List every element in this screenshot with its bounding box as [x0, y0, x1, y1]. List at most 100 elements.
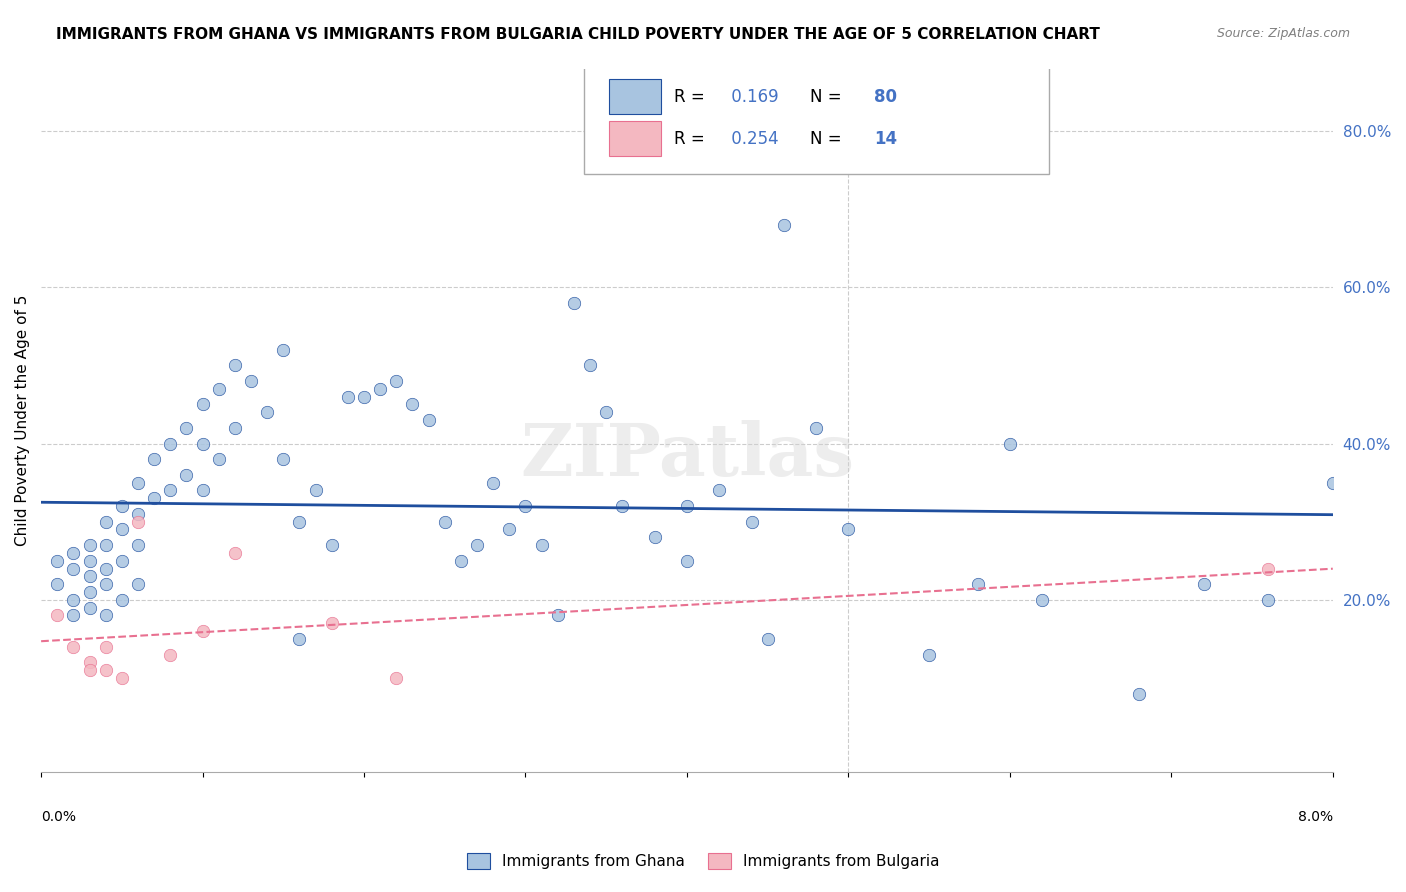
Text: N =: N =: [810, 87, 846, 105]
Point: [62, 640, 84, 654]
Point: [385, 374, 408, 388]
Point: [304, 483, 326, 498]
Point: [741, 515, 763, 529]
Point: [1128, 687, 1150, 701]
Point: [562, 296, 585, 310]
Text: 0.254: 0.254: [725, 130, 779, 148]
Point: [385, 671, 408, 685]
FancyBboxPatch shape: [609, 121, 661, 156]
Point: [94, 640, 117, 654]
Point: [271, 343, 294, 357]
Text: R =: R =: [673, 130, 710, 148]
Y-axis label: Child Poverty Under the Age of 5: Child Poverty Under the Age of 5: [15, 294, 30, 546]
Point: [288, 515, 311, 529]
Text: 14: 14: [875, 130, 897, 148]
Point: [191, 483, 214, 498]
Point: [127, 577, 149, 591]
Point: [224, 359, 246, 373]
Text: 0.0%: 0.0%: [41, 810, 76, 824]
Point: [46, 608, 69, 623]
Point: [79, 538, 101, 552]
Point: [79, 663, 101, 677]
Point: [79, 554, 101, 568]
Point: [224, 546, 246, 560]
Point: [224, 421, 246, 435]
Point: [450, 554, 472, 568]
Point: [79, 656, 101, 670]
Text: ZIPatlas: ZIPatlas: [520, 420, 853, 491]
Point: [111, 499, 134, 513]
Point: [530, 538, 553, 552]
Text: R =: R =: [673, 87, 710, 105]
Point: [62, 561, 84, 575]
Text: Source: ZipAtlas.com: Source: ZipAtlas.com: [1216, 27, 1350, 40]
Point: [176, 421, 198, 435]
Point: [46, 577, 69, 591]
Legend: Immigrants from Ghana, Immigrants from Bulgaria: Immigrants from Ghana, Immigrants from B…: [461, 847, 945, 875]
Point: [465, 538, 488, 552]
Point: [676, 499, 699, 513]
Point: [191, 624, 214, 638]
Point: [271, 452, 294, 467]
Point: [676, 554, 699, 568]
Point: [256, 405, 278, 419]
Point: [321, 616, 343, 631]
Text: 80: 80: [875, 87, 897, 105]
Point: [644, 530, 666, 544]
Point: [579, 359, 602, 373]
Text: 0.169: 0.169: [725, 87, 779, 105]
Point: [966, 577, 988, 591]
Point: [143, 491, 166, 506]
Point: [79, 600, 101, 615]
Point: [998, 436, 1021, 450]
Point: [498, 523, 520, 537]
Point: [143, 452, 166, 467]
Point: [159, 648, 181, 662]
Point: [62, 592, 84, 607]
Text: IMMIGRANTS FROM GHANA VS IMMIGRANTS FROM BULGARIA CHILD POVERTY UNDER THE AGE OF: IMMIGRANTS FROM GHANA VS IMMIGRANTS FROM…: [56, 27, 1099, 42]
Point: [756, 632, 779, 646]
Point: [94, 561, 117, 575]
Point: [1031, 592, 1053, 607]
Point: [62, 546, 84, 560]
Point: [191, 436, 214, 450]
Point: [127, 515, 149, 529]
Text: N =: N =: [810, 130, 846, 148]
Point: [176, 467, 198, 482]
Point: [159, 483, 181, 498]
Point: [111, 592, 134, 607]
Point: [1192, 577, 1215, 591]
Point: [804, 421, 827, 435]
Point: [321, 538, 343, 552]
Point: [288, 632, 311, 646]
Point: [418, 413, 440, 427]
Point: [191, 397, 214, 411]
Point: [111, 523, 134, 537]
Point: [94, 577, 117, 591]
Point: [127, 507, 149, 521]
Point: [433, 515, 456, 529]
Point: [159, 436, 181, 450]
Point: [918, 648, 941, 662]
Point: [79, 569, 101, 583]
Point: [336, 390, 359, 404]
Point: [482, 475, 505, 490]
Point: [837, 523, 859, 537]
Point: [94, 515, 117, 529]
Point: [401, 397, 423, 411]
Point: [1257, 592, 1279, 607]
Point: [547, 608, 569, 623]
Point: [1257, 561, 1279, 575]
Point: [208, 452, 231, 467]
Point: [240, 374, 263, 388]
Point: [772, 218, 794, 232]
Point: [595, 405, 617, 419]
Point: [208, 382, 231, 396]
Point: [111, 554, 134, 568]
Point: [111, 671, 134, 685]
Point: [368, 382, 391, 396]
Point: [79, 585, 101, 599]
Point: [353, 390, 375, 404]
Point: [127, 538, 149, 552]
Point: [94, 608, 117, 623]
